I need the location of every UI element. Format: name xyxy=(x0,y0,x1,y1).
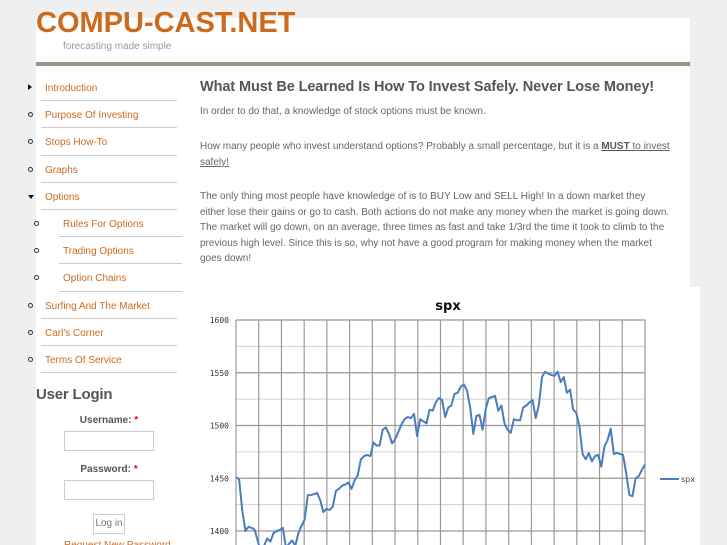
triangle-right-icon xyxy=(28,83,32,92)
sidebar-nav: Introduction Purpose Of Investing Stops … xyxy=(0,74,190,374)
triangle-down-icon xyxy=(28,192,34,201)
svg-text:1500: 1500 xyxy=(210,422,229,431)
divider xyxy=(41,208,177,210)
sidebar-item-purpose-of-investing[interactable]: Purpose Of Investing xyxy=(0,101,190,129)
divider xyxy=(41,317,177,319)
sidebar-item-label[interactable]: Rules For Options xyxy=(63,218,144,230)
paragraph-market: The only thing most people have knowledg… xyxy=(200,191,670,264)
paragraph-options: How many people who invest understand op… xyxy=(200,139,670,170)
sidebar-item-label[interactable]: Trading Options xyxy=(63,246,134,258)
sidebar-item-introduction[interactable]: Introduction xyxy=(0,74,190,102)
sidebar-item-label[interactable]: Introduction xyxy=(45,83,98,94)
sidebar-item-graphs[interactable]: Graphs xyxy=(0,156,190,183)
bullet-icon xyxy=(34,219,39,228)
svg-text:1400: 1400 xyxy=(210,527,229,536)
divider xyxy=(41,344,177,346)
sidebar-item-trading-options[interactable]: Trading Options xyxy=(0,237,190,265)
sidebar-item-label[interactable]: Carl's Corner xyxy=(45,327,104,339)
sidebar-item-label[interactable]: Purpose Of Investing xyxy=(45,110,139,122)
password-label-text: Password: xyxy=(80,464,131,475)
invest-safely-link[interactable]: to invest safely! xyxy=(200,141,670,168)
bullet-icon xyxy=(28,110,33,119)
svg-text:spx: spx xyxy=(435,299,461,314)
login-button[interactable]: Log in xyxy=(93,514,125,534)
bullet-icon xyxy=(28,165,33,174)
username-field[interactable] xyxy=(64,431,154,451)
password-field[interactable] xyxy=(64,480,154,500)
divider xyxy=(59,290,182,292)
header-divider xyxy=(36,62,690,66)
bullet-icon xyxy=(34,273,39,282)
username-label: Username: * xyxy=(54,415,164,426)
must-link[interactable]: MUST xyxy=(601,141,630,152)
required-mark: * xyxy=(134,415,139,426)
sidebar-item-surfing-and-the-market[interactable]: Surfing And The Market xyxy=(0,292,190,319)
bullet-icon xyxy=(28,301,33,310)
password-label: Password: * xyxy=(54,464,164,475)
bullet-icon xyxy=(28,137,33,146)
divider xyxy=(41,100,177,102)
page-title: What Must Be Learned Is How To Invest Sa… xyxy=(200,79,655,95)
login-title: User Login xyxy=(36,386,113,403)
divider xyxy=(59,236,182,238)
line-chart: 1400 1450 1500 1550 1600 spx spx xyxy=(210,299,695,545)
svg-text:1550: 1550 xyxy=(210,369,229,378)
svg-text:spx: spx xyxy=(681,475,695,484)
sidebar-item-label[interactable]: Terms Of Service xyxy=(45,354,122,366)
request-new-password-link[interactable]: Request New Password xyxy=(64,540,171,545)
paragraph-text: How many people who invest understand op… xyxy=(200,141,602,152)
site-title[interactable]: COMPU-CAST.NET xyxy=(36,7,296,39)
svg-text:1600: 1600 xyxy=(210,316,229,325)
sidebar-item-option-chains[interactable]: Option Chains xyxy=(0,264,190,292)
divider xyxy=(41,154,177,156)
site-slogan: forecasting made simple xyxy=(63,41,172,52)
sidebar-item-stops-how-to[interactable]: Stops How-To xyxy=(0,128,190,156)
required-mark: * xyxy=(133,464,138,475)
paragraph-intro: In order to do that, a knowledge of stoc… xyxy=(200,106,486,117)
username-label-text: Username: xyxy=(79,415,132,426)
divider xyxy=(41,127,177,129)
divider xyxy=(59,263,182,265)
sidebar-item-options[interactable]: Options xyxy=(0,183,190,210)
divider xyxy=(41,372,177,374)
sidebar-item-terms-of-service[interactable]: Terms Of Service xyxy=(0,346,190,374)
spx-chart: 1400 1450 1500 1550 1600 spx spx xyxy=(190,287,700,545)
divider xyxy=(41,181,177,183)
bullet-icon xyxy=(34,246,39,255)
sidebar-item-label[interactable]: Option Chains xyxy=(63,273,127,285)
sidebar-item-rules-for-options[interactable]: Rules For Options xyxy=(0,210,190,238)
sidebar-item-label[interactable]: Graphs xyxy=(45,164,78,176)
bullet-icon xyxy=(28,328,33,337)
svg-text:1450: 1450 xyxy=(210,474,229,483)
sidebar-item-label[interactable]: Options xyxy=(45,191,80,203)
bullet-icon xyxy=(28,355,33,364)
sidebar-item-carls-corner[interactable]: Carl's Corner xyxy=(0,319,190,346)
sidebar-item-label[interactable]: Stops How-To xyxy=(45,137,108,149)
sidebar-item-label[interactable]: Surfing And The Market xyxy=(45,300,150,312)
